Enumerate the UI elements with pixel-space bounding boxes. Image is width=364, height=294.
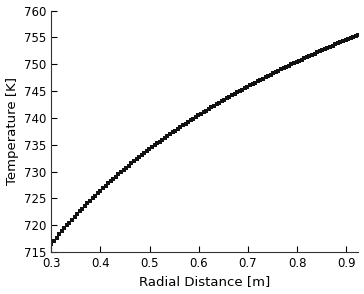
X-axis label: Radial Distance [m]: Radial Distance [m] [139,275,270,288]
Y-axis label: Temperature [K]: Temperature [K] [5,77,19,185]
